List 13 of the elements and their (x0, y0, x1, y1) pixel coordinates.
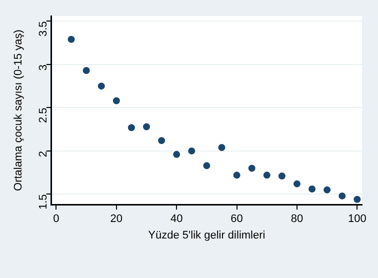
x-axis-title: Yüzde 5'lik gelir dilimleri (148, 229, 266, 242)
y-axis-title: Ortalama çocuk sayısı (0-15 yaş) (12, 30, 25, 191)
y-tick-label: 2.5 (37, 108, 50, 123)
x-tick-label: 100 (348, 213, 366, 226)
y-tick-label: 1.5 (37, 194, 50, 210)
x-tick-label: 0 (53, 213, 60, 226)
y-tick-label: 2 (37, 150, 50, 158)
x-tick-label: 20 (110, 213, 123, 226)
x-tick-label: 60 (230, 213, 243, 226)
y-tick-label: 3 (37, 64, 50, 71)
x-tick-label: 40 (170, 213, 183, 226)
x-tick-label: 80 (290, 213, 304, 226)
y-tick-label: 3.5 (37, 21, 50, 36)
